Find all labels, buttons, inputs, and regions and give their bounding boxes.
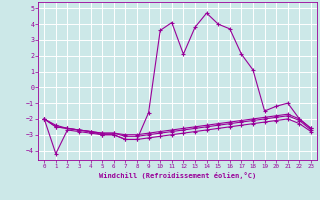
X-axis label: Windchill (Refroidissement éolien,°C): Windchill (Refroidissement éolien,°C): [99, 172, 256, 179]
